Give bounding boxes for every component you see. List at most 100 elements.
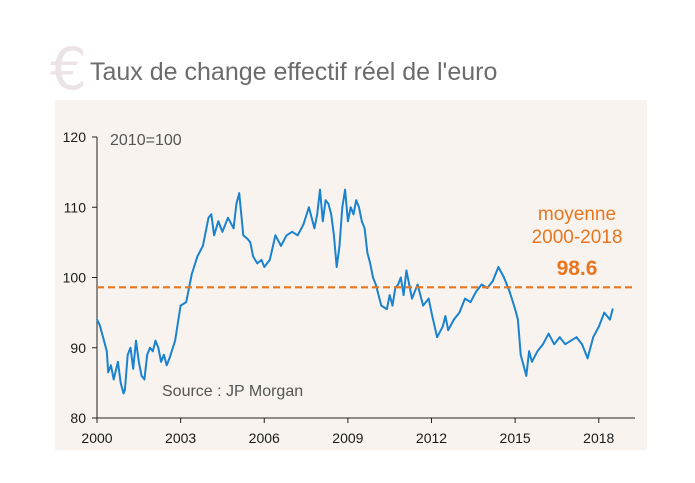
data-point — [105, 350, 108, 353]
data-point — [388, 294, 391, 296]
data-point — [146, 353, 149, 356]
data-point — [491, 280, 494, 282]
data-point — [98, 324, 101, 327]
data-point — [151, 350, 154, 353]
data-point — [316, 213, 319, 216]
data-point — [221, 230, 224, 233]
data-point — [570, 339, 572, 342]
data-point — [517, 318, 519, 321]
data-point — [252, 255, 255, 258]
data-point — [246, 238, 249, 240]
data-point — [268, 259, 271, 261]
data-point — [475, 290, 477, 293]
data-point — [190, 273, 193, 275]
data-point — [260, 259, 263, 261]
data-point — [163, 353, 165, 356]
data-point — [117, 360, 119, 363]
data-point — [324, 199, 327, 202]
data-point — [380, 304, 383, 307]
data-point — [143, 378, 146, 381]
base-note: 2010=100 — [110, 132, 182, 149]
data-point — [126, 353, 129, 356]
data-point — [575, 336, 578, 339]
euro-icon: € — [50, 35, 87, 103]
data-point — [422, 304, 424, 307]
data-point — [444, 315, 447, 317]
source-note: Source : JP Morgan — [162, 383, 303, 400]
series-layer — [96, 188, 614, 395]
data-point — [341, 206, 344, 209]
y-tick-label: 90 — [70, 340, 86, 356]
data-point — [291, 230, 293, 233]
data-point — [441, 325, 444, 328]
data-point — [416, 283, 419, 286]
y-tick-label: 100 — [63, 270, 87, 286]
data-point — [458, 311, 461, 314]
data-point — [363, 227, 366, 230]
average-label-line1: moyenne — [538, 204, 616, 225]
x-tick-label: 2012 — [416, 430, 447, 446]
data-point — [391, 304, 394, 307]
data-point — [553, 343, 556, 346]
data-point — [174, 339, 177, 342]
data-point — [179, 304, 182, 307]
data-point — [302, 223, 305, 226]
data-point — [542, 343, 544, 346]
data-point — [427, 297, 430, 300]
data-point — [558, 336, 561, 339]
data-point — [411, 297, 413, 300]
data-point — [112, 378, 115, 381]
data-point — [235, 202, 238, 205]
y-tick-label: 110 — [64, 199, 87, 215]
data-point — [227, 216, 229, 219]
data-point — [408, 283, 411, 286]
data-point — [528, 350, 530, 353]
data-point — [464, 297, 466, 300]
data-point — [402, 294, 405, 296]
data-point — [285, 234, 288, 237]
data-point — [313, 227, 316, 230]
y-tick-label: 120 — [63, 129, 87, 145]
data-point — [358, 206, 360, 209]
data-point — [592, 336, 595, 339]
data-point — [581, 343, 583, 346]
data-point — [137, 360, 140, 363]
data-point — [140, 375, 143, 377]
data-point — [447, 329, 450, 332]
data-point — [154, 339, 157, 342]
data-point — [531, 360, 533, 363]
data-point — [213, 234, 216, 237]
data-point — [149, 346, 151, 349]
y-tick-label: 80 — [70, 410, 86, 426]
data-point — [168, 357, 171, 360]
data-point — [564, 343, 567, 346]
data-point — [132, 367, 135, 370]
data-point — [480, 283, 483, 286]
data-point — [355, 199, 358, 202]
data-point — [347, 220, 349, 223]
series-line — [96, 188, 614, 395]
data-point — [352, 213, 355, 216]
data-point — [280, 245, 282, 247]
data-point — [202, 245, 204, 247]
data-point — [232, 227, 235, 230]
data-point — [547, 332, 550, 335]
data-point — [321, 220, 324, 223]
data-point — [508, 290, 511, 293]
data-point — [185, 301, 188, 303]
data-point — [327, 202, 330, 205]
data-point — [308, 206, 310, 209]
data-point — [503, 276, 505, 279]
data-point — [103, 339, 105, 342]
data-point — [514, 308, 516, 310]
x-tick-label: 2018 — [583, 430, 614, 446]
axes: 80 90 100 110 120 2000 2003 2006 2009 2012 2015 201… — [63, 129, 635, 446]
data-point — [217, 220, 220, 223]
data-point — [405, 269, 408, 272]
data-point — [374, 283, 377, 286]
data-point — [256, 262, 259, 265]
data-point — [386, 308, 388, 310]
data-point — [586, 357, 589, 360]
data-point — [107, 371, 110, 374]
